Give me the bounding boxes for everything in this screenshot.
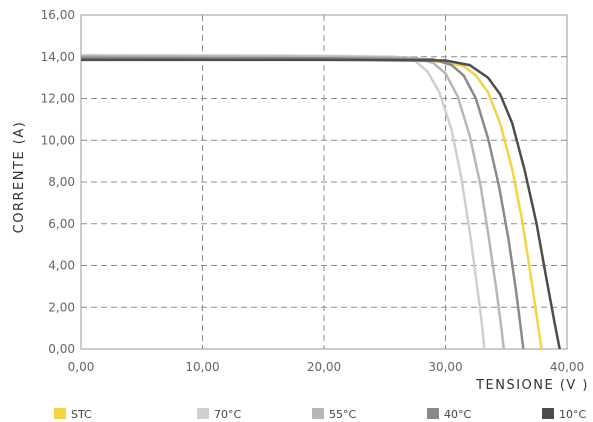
legend: STC 70°C 55°C 40°C 10°C	[54, 408, 586, 421]
legend-label: STC	[71, 408, 92, 421]
y-tick-label: 10,00	[41, 133, 75, 147]
legend-swatch	[312, 408, 324, 419]
y-tick-label: 12,00	[41, 92, 75, 106]
series-line	[80, 56, 525, 350]
legend-label: 10°C	[559, 408, 586, 421]
y-tick-label: 6,00	[48, 217, 75, 231]
x-tick-label: 40,00	[550, 360, 584, 374]
y-tick-labels: 0,00 2,00 4,00 6,00 8,00 10,00 12,00 14,00 16,00	[41, 8, 75, 356]
x-tick-label: 20,00	[307, 360, 341, 374]
x-tick-labels: 0,00 10,00 20,00 30,00 40,00	[68, 360, 585, 374]
legend-swatch	[542, 408, 554, 419]
series-line	[80, 53, 486, 350]
grid	[81, 15, 567, 349]
y-axis-label: CORRENTE (A)	[12, 121, 27, 234]
series-line	[80, 54, 506, 350]
x-tick-label: 0,00	[68, 360, 95, 374]
x-axis-label: TENSIONE (V )	[475, 378, 589, 393]
y-tick-label: 4,00	[48, 259, 75, 273]
legend-swatch	[427, 408, 439, 419]
y-tick-label: 8,00	[48, 175, 75, 189]
y-tick-label: 16,00	[41, 8, 75, 22]
series-line	[81, 58, 561, 350]
series-line	[80, 56, 543, 350]
plot-frame	[80, 14, 568, 350]
y-tick-label: 0,00	[48, 342, 75, 356]
x-tick-label: 30,00	[428, 360, 462, 374]
legend-label: 70°C	[214, 408, 241, 421]
x-tick-label: 10,00	[185, 360, 219, 374]
y-tick-label: 14,00	[41, 50, 75, 64]
legend-label: 55°C	[329, 408, 356, 421]
legend-label: 40°C	[444, 408, 471, 421]
y-tick-label: 2,00	[48, 300, 75, 314]
legend-swatch	[197, 408, 209, 419]
series-lines	[80, 53, 561, 350]
legend-swatch	[54, 408, 66, 419]
